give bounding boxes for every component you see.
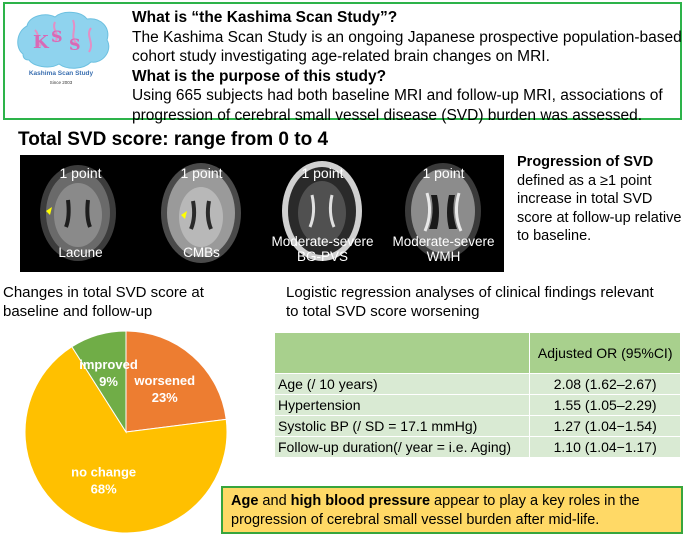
svg-text:K: K xyxy=(33,32,50,53)
intro-text: What is “the Kashima Scan Study”? The Ka… xyxy=(132,8,682,125)
mri-strip: 1 point Lacune 1 point CMBs 1 point Mode… xyxy=(20,155,504,272)
table-header-or: Adjusted OR (95%CI) xyxy=(529,332,681,374)
brain-logo-icon: K S S xyxy=(17,11,110,69)
conclusion-bold-1: Age xyxy=(231,493,259,509)
conclusion-box: Age and high blood pressure appear to pl… xyxy=(221,486,683,534)
mri-cmbs-image xyxy=(161,163,241,263)
mri-point-4: 1 point xyxy=(422,165,465,181)
mri-point-1: 1 point xyxy=(59,165,102,181)
table-row: Hypertension 1.55 (1.05–2.29) xyxy=(273,394,681,416)
table-header-row: Adjusted OR (95%CI) xyxy=(273,332,681,374)
pie-value-label: 23% xyxy=(152,390,178,405)
pie-slice-worsened xyxy=(125,330,227,433)
section-title: Total SVD score: range from 0 to 4 xyxy=(18,129,329,150)
mri-point-3: 1 point xyxy=(301,165,344,181)
logo-name: Kashima Scan Study xyxy=(28,70,94,77)
svg-text:S: S xyxy=(69,35,81,54)
conclusion-bold-2: high blood pressure xyxy=(290,493,431,509)
mri-label-2: CMBs xyxy=(183,245,220,260)
progression-title: Progression of SVD xyxy=(517,154,654,170)
pie-chart-svg: worsened 23% no change 68% improved 9% xyxy=(24,330,228,534)
mri-label-4: Moderate-severe WMH xyxy=(392,234,495,264)
conclusion-text-1: and xyxy=(258,493,291,509)
svg-text:S: S xyxy=(51,27,63,46)
pie-value-label: 9% xyxy=(99,374,118,389)
answer-2: Using 665 subjects had both baseline MRI… xyxy=(132,87,663,124)
odds-ratio-table: Adjusted OR (95%CI) Age (/ 10 years) 2.0… xyxy=(273,332,681,458)
pie-chart: worsened 23% no change 68% improved 9% xyxy=(24,330,228,534)
table-cell-factor: Hypertension xyxy=(273,394,531,416)
pie-slice-no-change xyxy=(24,346,228,534)
kashima-logo: K S S Kashima Scan Study Since 2003 xyxy=(11,8,121,100)
mri-wmh-image xyxy=(405,163,481,259)
table-cell-or: 2.08 (1.62–2.67) xyxy=(529,373,681,395)
pie-slice-improved xyxy=(71,330,127,434)
pie-label: improved xyxy=(79,357,138,372)
conclusion-text-2: appear to play a key roles in the progre… xyxy=(231,493,640,528)
mri-bg-pvs-image xyxy=(282,161,362,261)
regression-title: Logistic regression analyses of clinical… xyxy=(286,284,654,320)
mri-panel-lacune: 1 point Lacune xyxy=(20,155,141,272)
table-row: Systolic BP (/ SD = 17.1 mmHg) 1.27 (1.0… xyxy=(273,415,681,437)
table-cell-factor: Systolic BP (/ SD = 17.1 mmHg) xyxy=(273,415,531,437)
pie-label: worsened xyxy=(133,373,195,388)
mri-lacune-image xyxy=(40,165,116,261)
logo-subtitle: Since 2003 xyxy=(49,80,73,85)
table-cell-factor: Follow-up duration(/ year = i.e. Aging) xyxy=(273,436,531,458)
mri-label-3: Moderate-severe BG-PVS xyxy=(271,234,374,264)
mri-panel-bg-pvs: 1 point Moderate-severe BG-PVS xyxy=(262,155,383,272)
table-cell-or: 1.27 (1.04−1.54) xyxy=(529,415,681,437)
mri-label-1: Lacune xyxy=(58,245,103,260)
intro-box: K S S Kashima Scan Study Since 2003 What… xyxy=(3,2,682,124)
progression-text: defined as a ≥1 point increase in total … xyxy=(517,172,682,245)
table-row: Age (/ 10 years) 2.08 (1.62–2.67) xyxy=(273,373,681,395)
table-cell-or: 1.55 (1.05–2.29) xyxy=(529,394,681,416)
mri-panel-cmbs: 1 point CMBs xyxy=(141,155,262,272)
progression-definition: Progression of SVD defined as a ≥1 point… xyxy=(517,153,682,246)
pie-value-label: 68% xyxy=(91,482,117,497)
table-header-factor xyxy=(273,332,531,374)
question-2: What is the purpose of this study? xyxy=(132,67,387,85)
table-row: Follow-up duration(/ year = i.e. Aging) … xyxy=(273,436,681,458)
pie-label: no change xyxy=(71,465,136,480)
table-cell-factor: Age (/ 10 years) xyxy=(273,373,531,395)
changes-title: Changes in total SVD score at baseline a… xyxy=(3,284,204,320)
table-cell-or: 1.10 (1.04−1.17) xyxy=(529,436,681,458)
question-1: What is “the Kashima Scan Study”? xyxy=(132,9,398,26)
answer-1: The Kashima Scan Study is an ongoing Jap… xyxy=(132,28,682,66)
mri-panel-wmh: 1 point Moderate-severe WMH xyxy=(383,155,504,272)
mri-point-2: 1 point xyxy=(180,165,223,181)
